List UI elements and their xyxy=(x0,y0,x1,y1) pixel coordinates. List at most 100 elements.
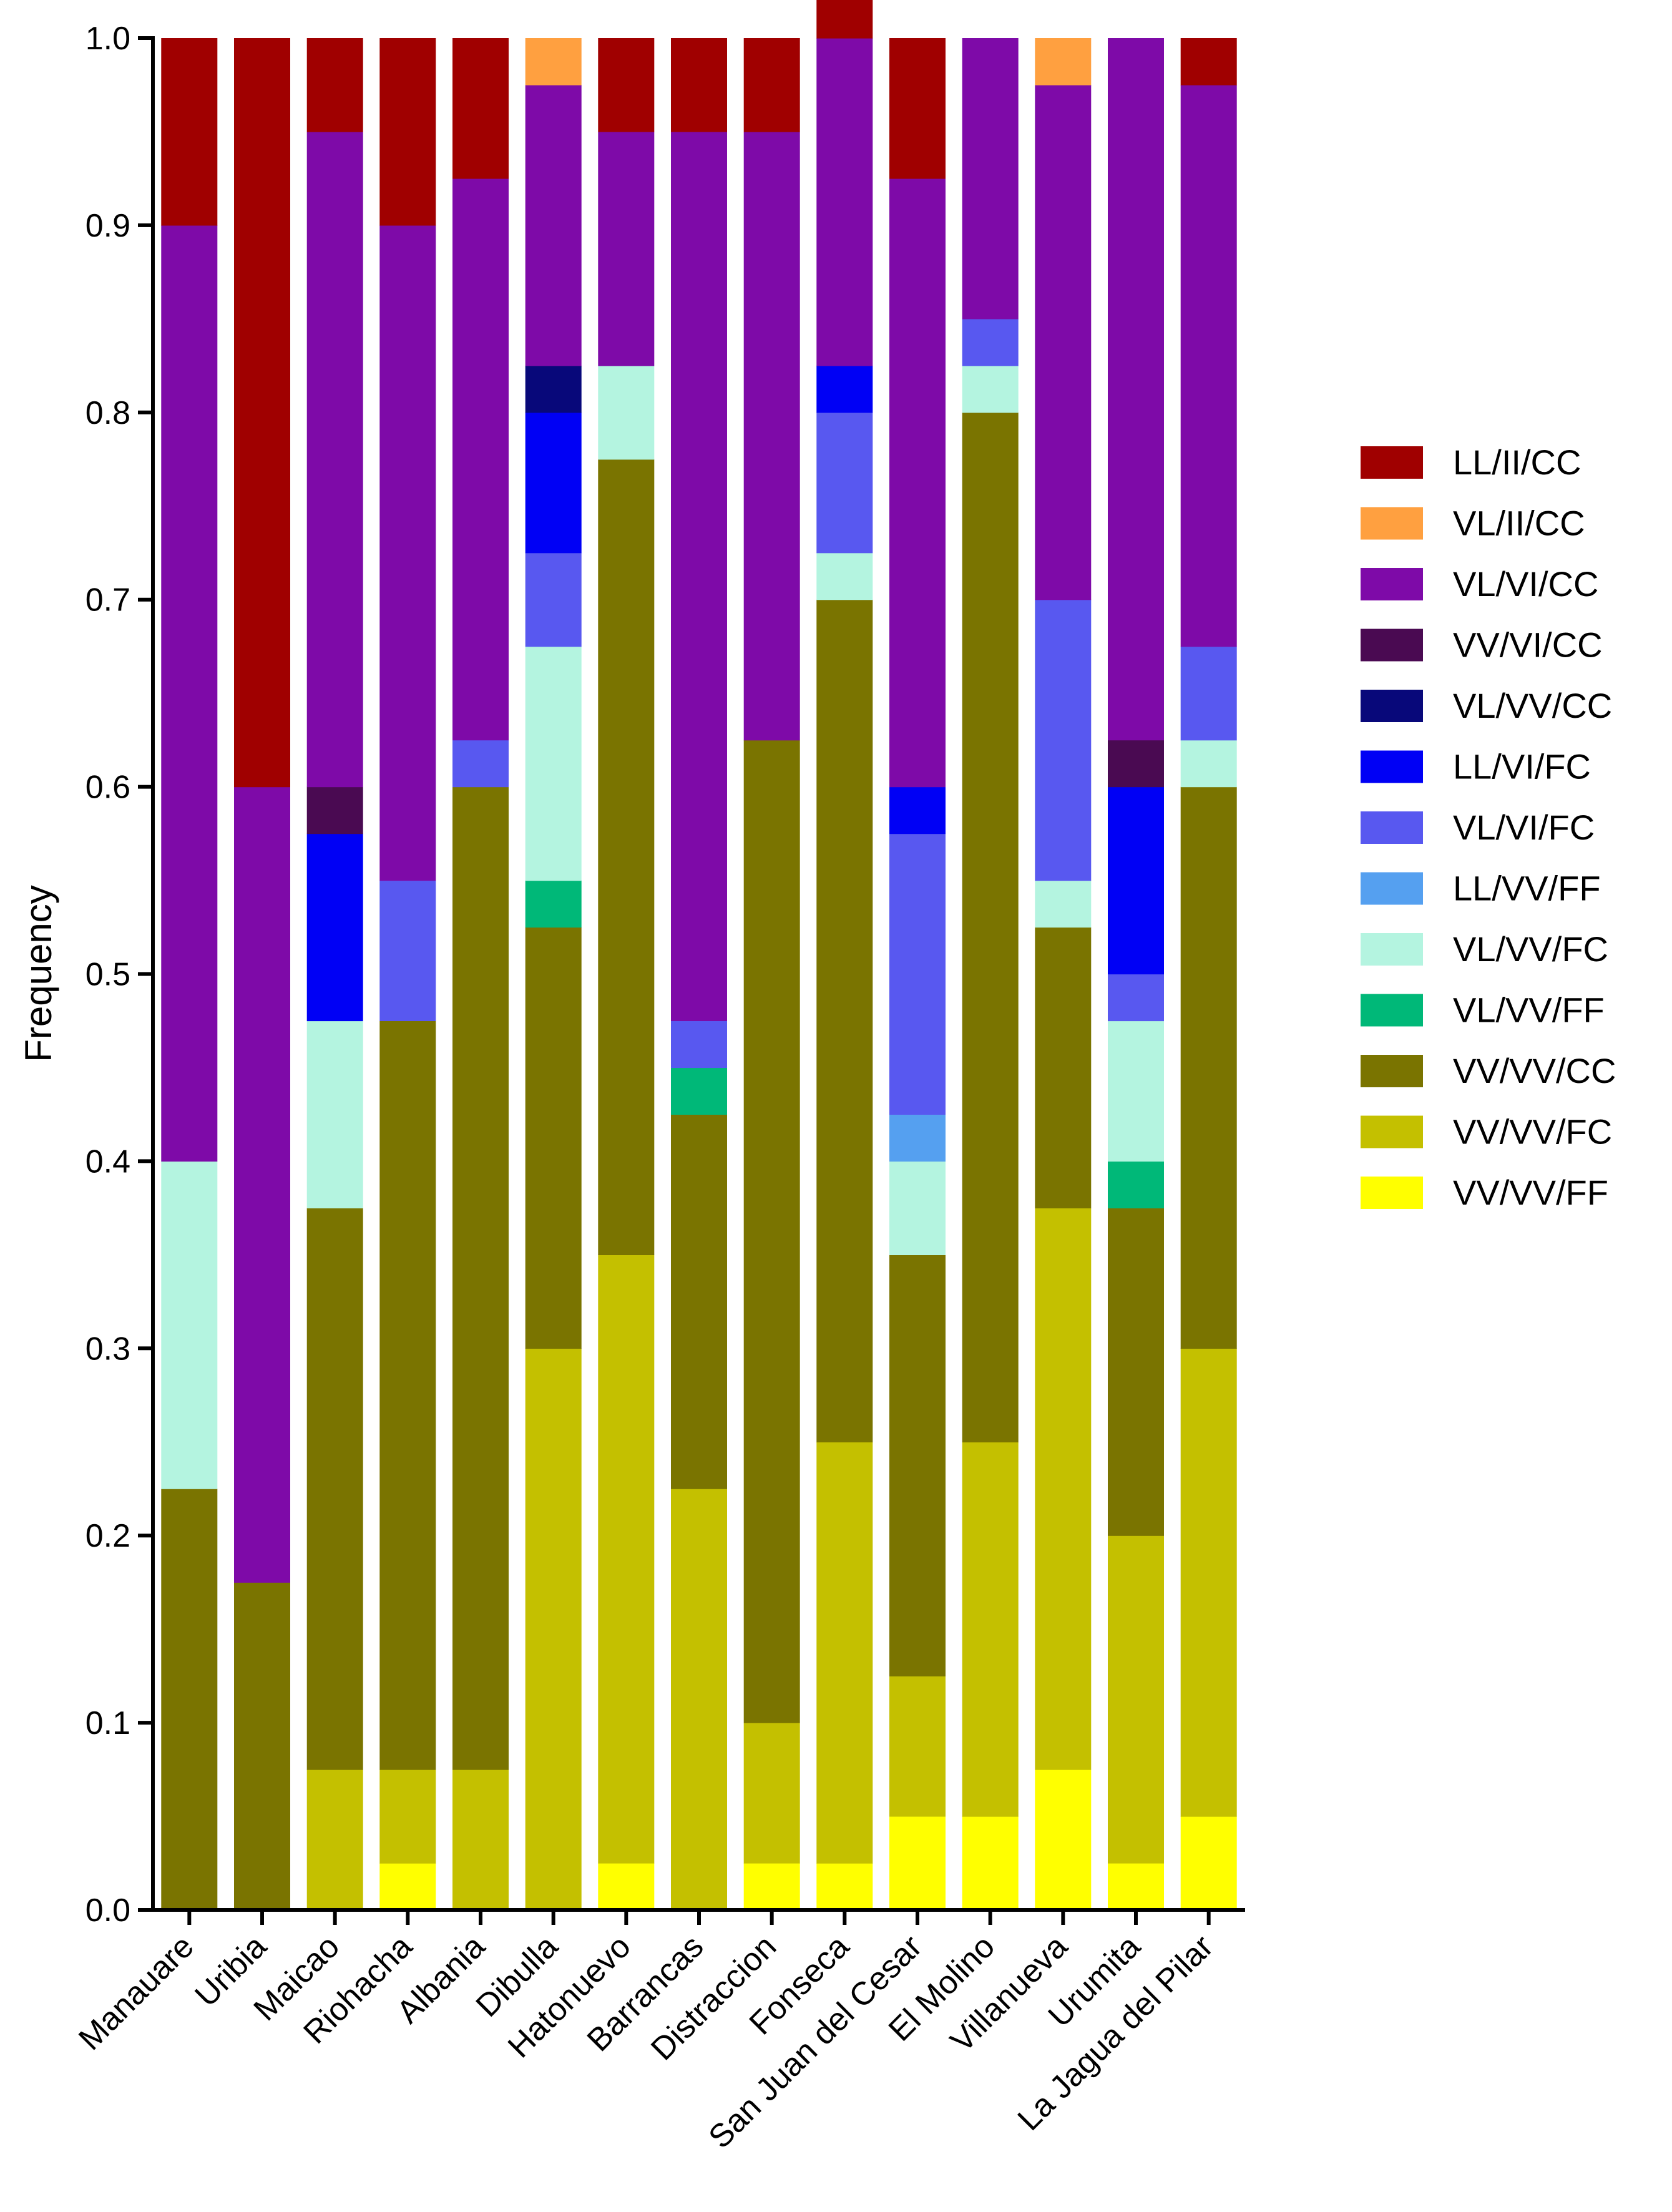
bar-segment xyxy=(671,131,727,1021)
bar-segment xyxy=(962,38,1019,320)
bar-segment xyxy=(1108,38,1164,741)
bar-segment xyxy=(452,178,509,741)
bar-segment xyxy=(598,365,655,460)
legend-item: VV/VV/FF xyxy=(1361,1173,1608,1212)
bar-stack xyxy=(306,38,363,1911)
bar-stack xyxy=(379,38,436,1911)
legend-item: VV/VI/CC xyxy=(1361,625,1603,665)
legend-item: VL/VV/FF xyxy=(1361,991,1605,1030)
bar-segment xyxy=(452,1769,509,1911)
legend-label: VL/II/CC xyxy=(1453,504,1585,543)
bar-segment xyxy=(1035,599,1092,881)
legend-label: VL/VI/CC xyxy=(1453,564,1598,604)
legend-swatch xyxy=(1361,507,1423,540)
bar-segment xyxy=(379,1769,436,1864)
legend-swatch xyxy=(1361,629,1423,662)
y-tick-label: 0.6 xyxy=(86,770,130,806)
y-tick-label: 0.7 xyxy=(86,582,130,619)
bar-segment xyxy=(1180,38,1237,86)
bar-stack xyxy=(743,38,800,1911)
bar-segment xyxy=(889,1114,946,1162)
bar-stack xyxy=(234,38,290,1911)
legend-label: VL/VV/CC xyxy=(1453,686,1612,725)
bar-segment xyxy=(889,1255,946,1676)
bar-segment xyxy=(1180,1816,1237,1911)
y-ticks: 0.0 0.1 0.2 0.3 0.4 0.5 0.6 0.7 0.8 0.9 1.0 xyxy=(86,21,153,1929)
bar-segment xyxy=(962,1442,1019,1817)
x-tick-label: Manauare xyxy=(72,1928,201,2057)
bar-segment xyxy=(816,38,873,366)
bar-segment xyxy=(1035,927,1092,1208)
bar-segment xyxy=(1108,740,1164,788)
bar-segment xyxy=(743,1863,800,1911)
bar-segment xyxy=(889,1161,946,1255)
bar-segment xyxy=(525,38,582,86)
bar-segment xyxy=(598,1863,655,1911)
y-tick-label: 0.3 xyxy=(86,1331,130,1367)
legend-swatch xyxy=(1361,1177,1423,1209)
legend-swatch xyxy=(1361,811,1423,844)
legend-label: VV/VI/CC xyxy=(1453,625,1603,665)
legend-item: LL/VV/FF xyxy=(1361,869,1601,908)
bar-stack xyxy=(962,38,1019,1911)
legend-item: VV/VV/CC xyxy=(1361,1051,1616,1090)
bar-segment xyxy=(889,786,946,834)
bar-segment xyxy=(379,38,436,226)
bar-segment xyxy=(1108,1863,1164,1911)
bar-segment xyxy=(1180,740,1237,788)
bar-segment xyxy=(1180,85,1237,647)
bar-segment xyxy=(1108,1208,1164,1536)
x-ticks: ManauareUribiaMaicaoRiohachaAlbaniaDibul… xyxy=(72,1910,1220,2155)
bar-segment xyxy=(816,599,873,1442)
bar-stack xyxy=(671,38,727,1911)
bar-segment xyxy=(1108,786,1164,975)
bar-segment xyxy=(1035,1769,1092,1911)
bar-segment xyxy=(962,318,1019,366)
bar-segment xyxy=(598,1255,655,1864)
y-tick-label: 1.0 xyxy=(86,21,130,57)
y-tick-label: 0.1 xyxy=(86,1705,130,1741)
bar-segment xyxy=(743,132,800,741)
legend-item: LL/II/CC xyxy=(1361,443,1581,482)
bar-stack xyxy=(161,38,218,1911)
bar-segment xyxy=(161,225,218,1162)
bar-segment xyxy=(889,1676,946,1817)
bar-segment xyxy=(743,1723,800,1864)
bar-segment xyxy=(816,412,873,554)
bar-segment xyxy=(598,131,655,366)
legend-label: VL/VV/FF xyxy=(1453,991,1605,1030)
y-axis-title: Frequency xyxy=(17,885,59,1062)
legend-item: VL/VV/FC xyxy=(1361,929,1608,969)
legend-item: VL/VV/CC xyxy=(1361,686,1612,725)
legend-swatch xyxy=(1361,568,1423,600)
bar-segment xyxy=(1108,1535,1164,1864)
legend-label: VV/VV/FC xyxy=(1453,1112,1612,1152)
bar-segment xyxy=(306,132,363,788)
legend-swatch xyxy=(1361,1115,1423,1148)
bar-segment xyxy=(743,740,800,1723)
legend-item: VL/II/CC xyxy=(1361,504,1585,543)
bar-segment xyxy=(452,38,509,179)
bar-segment xyxy=(962,412,1019,1442)
bar-stack xyxy=(816,0,873,1911)
bar-stack xyxy=(525,38,582,1911)
bar-segment xyxy=(671,1114,727,1489)
legend-swatch xyxy=(1361,446,1423,479)
bar-segment xyxy=(889,178,946,788)
bar-segment xyxy=(379,225,436,881)
bar-segment xyxy=(525,927,582,1349)
bar-segment xyxy=(525,1348,582,1911)
legend-item: VL/VI/CC xyxy=(1361,564,1598,604)
legend-swatch xyxy=(1361,994,1423,1027)
bar-segment xyxy=(1035,85,1092,600)
bar-segment xyxy=(234,38,290,788)
bar-segment xyxy=(1035,1208,1092,1770)
bar-segment xyxy=(889,1816,946,1911)
bar-segment xyxy=(816,552,873,600)
bar-segment xyxy=(525,552,582,647)
y-tick-label: 0.0 xyxy=(86,1892,130,1929)
bar-segment xyxy=(889,38,946,179)
bar-segment xyxy=(161,38,218,226)
bar-segment xyxy=(525,412,582,554)
